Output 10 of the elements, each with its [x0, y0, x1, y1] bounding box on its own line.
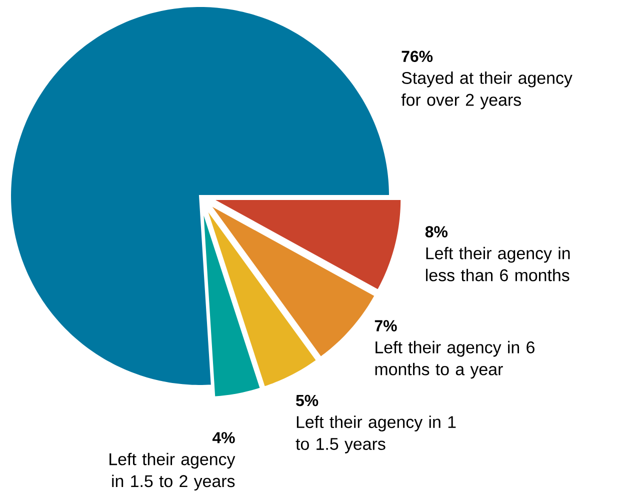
data-label: 8%	[425, 226, 448, 238]
data-label: 4%	[212, 432, 235, 444]
slice-label: Left their agency in less than 6 months	[426, 246, 570, 282]
data-label: 7%	[374, 320, 397, 332]
slice-label: Left their agency in 6 months to a year	[375, 340, 534, 379]
slice-label: Left their agency in 1.5 to 2 years	[110, 452, 236, 491]
slice-label: Left their agency in 1 to 1.5 years	[296, 416, 456, 454]
slice-label: Stayed at their agency for over 2 years	[401, 72, 572, 110]
data-label: 76%	[402, 50, 433, 62]
data-label: 5%	[296, 394, 318, 406]
